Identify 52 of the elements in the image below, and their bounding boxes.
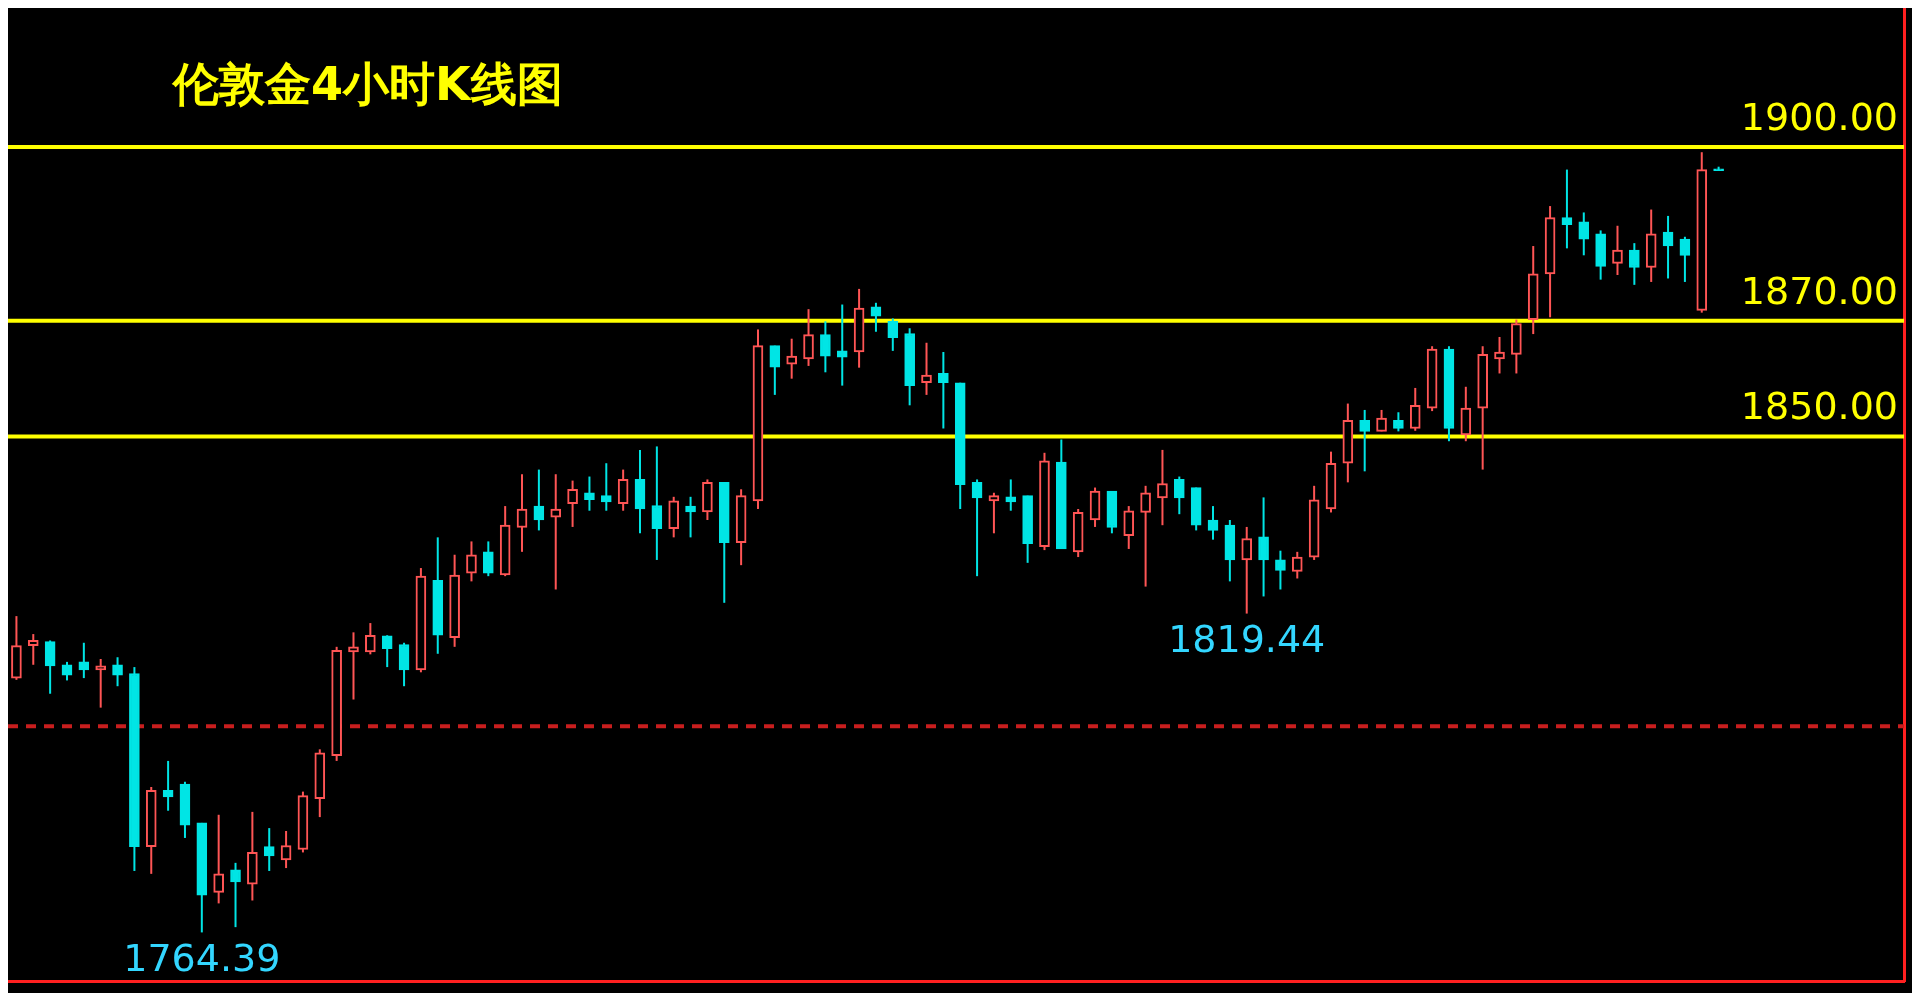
candlestick: [1291, 550, 1303, 580]
candlestick: [1578, 211, 1590, 257]
candlestick: [820, 320, 831, 374]
candlestick: [584, 475, 595, 512]
candlestick: [651, 445, 663, 561]
ref-line-label: 1870.00: [1740, 268, 1898, 313]
text: 伦敦金4小时K线图: [171, 57, 563, 111]
candlestick: [1258, 496, 1269, 598]
candlestick: [27, 633, 39, 666]
candlestick: [263, 827, 275, 872]
candlestick: [1140, 484, 1151, 588]
candlestick: [348, 631, 359, 701]
candlestick: [1157, 448, 1168, 527]
candlestick: [617, 468, 629, 512]
candlestick: [381, 634, 393, 669]
candlestick: [988, 491, 1000, 535]
candlestick: [1629, 242, 1640, 286]
candlestick: [938, 351, 949, 430]
candlestick: [230, 861, 241, 929]
candlestick: [786, 337, 798, 380]
candlestick: [61, 660, 73, 682]
candlestick: [213, 813, 224, 905]
candlestick: [921, 341, 932, 396]
candlestick: [1393, 411, 1404, 433]
candlestick: [482, 540, 494, 578]
candlestick: [1359, 408, 1371, 473]
candlestick: [365, 622, 376, 656]
candlestick: [1612, 224, 1623, 276]
candlestick: [398, 641, 410, 688]
candlestick: [162, 759, 174, 812]
candlestick: [567, 479, 578, 528]
candlestick: [887, 317, 899, 352]
candlestick: [112, 656, 123, 688]
ref-line-label: 1850.00: [1740, 384, 1898, 429]
candlestick: [44, 639, 56, 695]
candlestick: [1679, 235, 1691, 283]
annotation: 1764.39: [123, 936, 281, 981]
candlestick: [1241, 525, 1253, 615]
annotation: 1819.44: [1168, 617, 1326, 662]
candlestick: [600, 462, 612, 512]
candlestick: [1173, 475, 1185, 516]
candlestick: [1460, 385, 1472, 443]
candlestick: [1275, 549, 1286, 591]
candlestick: [836, 303, 848, 387]
candlestick: [1123, 505, 1135, 550]
ref-line-label: 1900.00: [1740, 94, 1898, 139]
candlestick: [466, 540, 477, 583]
candlestick: [1005, 478, 1017, 512]
candlestick: [803, 308, 814, 367]
candlestick: [1561, 168, 1573, 250]
candlestick: [769, 344, 781, 396]
candlestick: [1409, 386, 1421, 432]
